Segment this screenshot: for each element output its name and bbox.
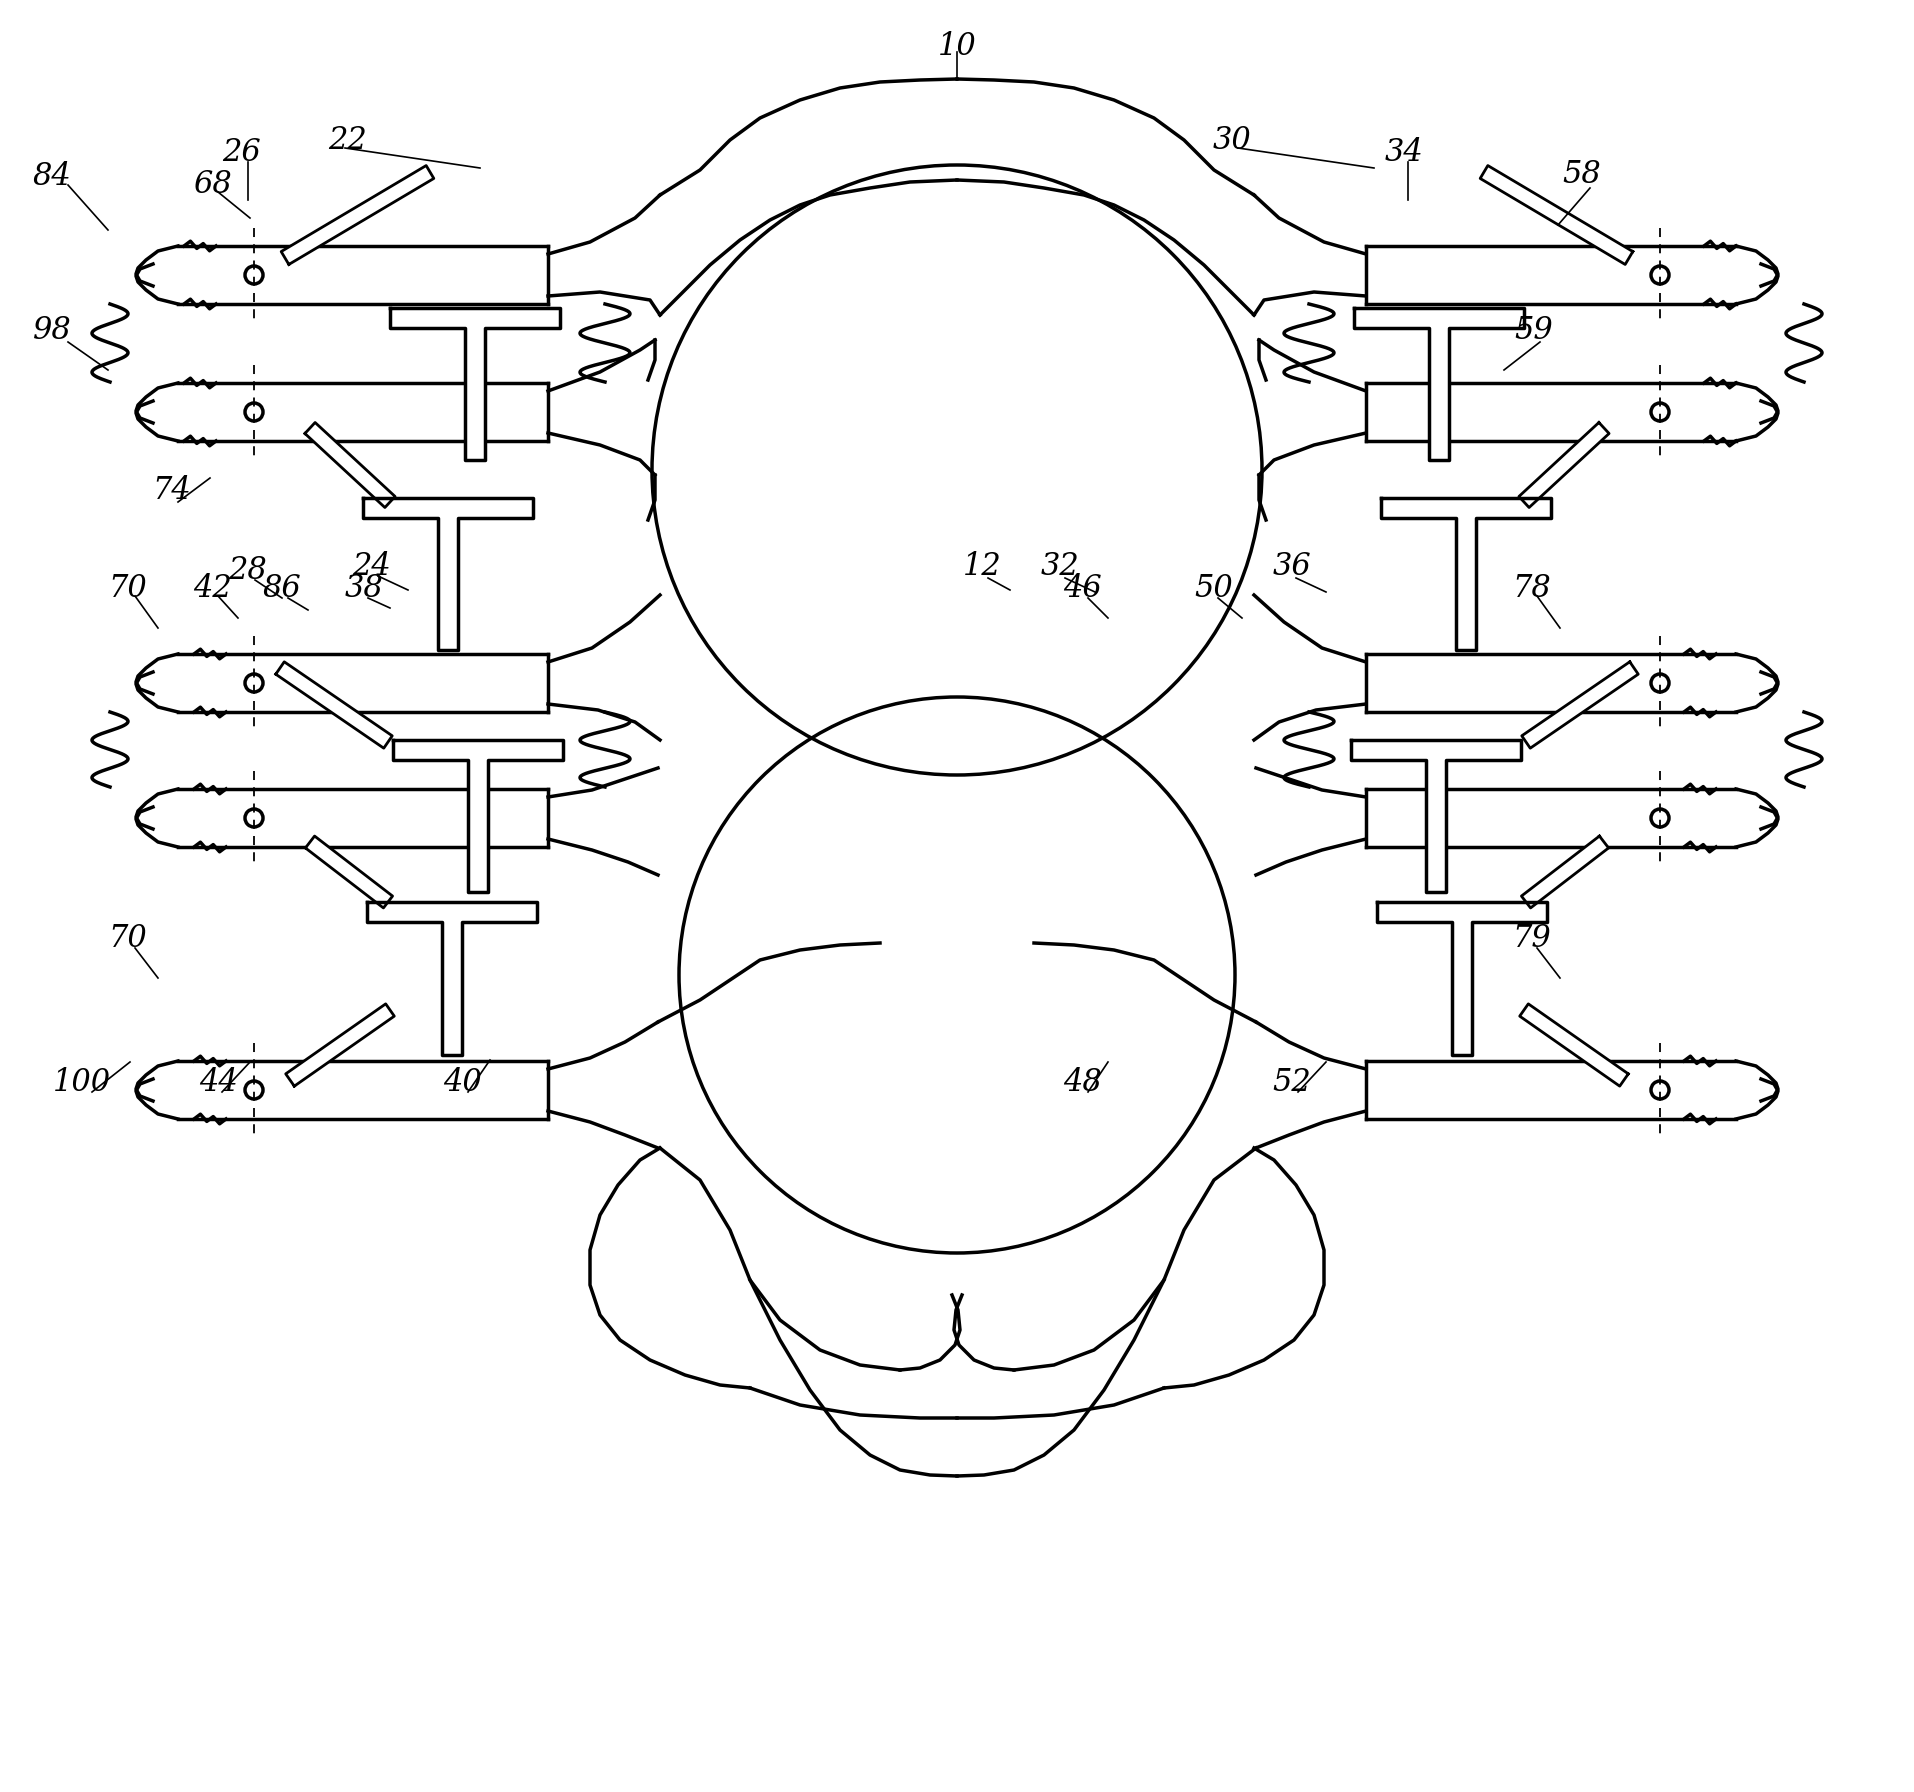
Text: 50: 50: [1194, 572, 1233, 604]
Text: 44: 44: [199, 1066, 237, 1097]
Text: 86: 86: [262, 572, 300, 604]
Text: 78: 78: [1512, 572, 1552, 604]
Polygon shape: [304, 423, 394, 507]
Text: 22: 22: [329, 124, 367, 156]
Text: 12: 12: [963, 550, 1001, 581]
Text: 26: 26: [222, 136, 262, 167]
Polygon shape: [1353, 308, 1524, 461]
Polygon shape: [1376, 901, 1547, 1055]
Polygon shape: [1522, 837, 1608, 909]
Text: 30: 30: [1213, 124, 1252, 156]
Polygon shape: [367, 901, 538, 1055]
Text: 42: 42: [193, 572, 232, 604]
Polygon shape: [1351, 740, 1522, 892]
Text: 68: 68: [193, 168, 232, 199]
Text: 34: 34: [1384, 136, 1424, 167]
Text: 74: 74: [153, 475, 191, 505]
Text: 79: 79: [1512, 923, 1552, 953]
Text: 36: 36: [1273, 550, 1311, 581]
Text: 84: 84: [33, 161, 71, 192]
Text: 46: 46: [1062, 572, 1101, 604]
Polygon shape: [285, 1004, 394, 1086]
Text: 70: 70: [109, 923, 147, 953]
Text: 40: 40: [442, 1066, 482, 1097]
Text: 32: 32: [1041, 550, 1079, 581]
Polygon shape: [364, 498, 532, 650]
Text: 58: 58: [1562, 158, 1602, 190]
Polygon shape: [392, 740, 563, 892]
Text: 48: 48: [1062, 1066, 1101, 1097]
Text: 24: 24: [352, 550, 390, 581]
Text: 98: 98: [33, 315, 71, 346]
Text: 70: 70: [109, 572, 147, 604]
Polygon shape: [1382, 498, 1550, 650]
Polygon shape: [1522, 661, 1638, 749]
Polygon shape: [276, 661, 392, 749]
Polygon shape: [390, 308, 561, 461]
Polygon shape: [1520, 423, 1610, 507]
Text: 10: 10: [938, 30, 976, 61]
Text: 38: 38: [345, 572, 383, 604]
Text: 59: 59: [1514, 315, 1554, 346]
Polygon shape: [1480, 165, 1633, 265]
Polygon shape: [306, 837, 392, 909]
Polygon shape: [1520, 1004, 1629, 1086]
Text: 28: 28: [228, 554, 268, 586]
Polygon shape: [281, 165, 434, 265]
Text: 52: 52: [1273, 1066, 1311, 1097]
Text: 100: 100: [54, 1066, 111, 1097]
